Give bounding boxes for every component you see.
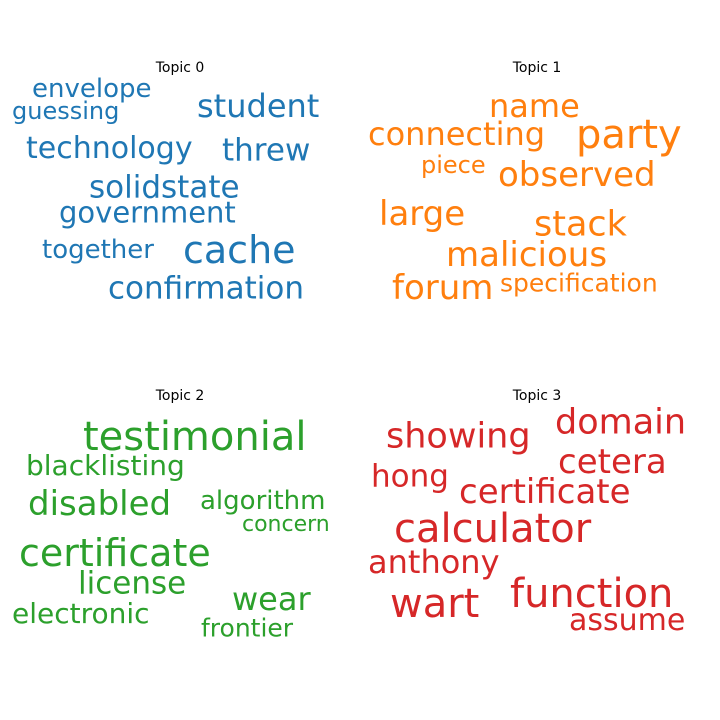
topic-title: Topic 1 xyxy=(512,60,562,76)
word-together: together xyxy=(42,235,154,265)
word-hong: hong xyxy=(371,458,449,495)
word-confirmation: confirmation xyxy=(108,270,304,307)
word-anthony: anthony xyxy=(368,543,500,581)
word-envelope: envelope xyxy=(32,74,152,104)
word-piece: piece xyxy=(421,151,486,179)
word-calculator: calculator xyxy=(394,506,592,552)
topic-title: Topic 3 xyxy=(512,388,562,404)
topic-panel-0: Topic 0 envelope guessing student techno… xyxy=(0,8,360,368)
word-party: party xyxy=(576,112,682,158)
word-frontier: frontier xyxy=(201,613,294,643)
word-connecting: connecting xyxy=(368,115,546,153)
word-assume: assume xyxy=(569,603,686,638)
word-testimonial: testimonial xyxy=(83,414,307,460)
topic-title: Topic 0 xyxy=(155,60,205,76)
word-electronic: electronic xyxy=(12,597,150,630)
topic-title: Topic 2 xyxy=(155,388,205,404)
word-guessing: guessing xyxy=(12,97,120,125)
word-solidstate: solidstate xyxy=(89,169,240,206)
topic-panel-3: Topic 3 showing domain hong cetera certi… xyxy=(357,336,717,696)
word-cetera: cetera xyxy=(558,442,667,482)
topic-panel-1: Topic 1 name connecting party piece obse… xyxy=(357,8,717,368)
word-student: student xyxy=(197,87,320,125)
word-showing: showing xyxy=(386,416,531,457)
word-cache: cache xyxy=(183,228,296,272)
word-forum: forum xyxy=(392,268,494,308)
word-specification: specification xyxy=(500,268,658,298)
word-technology: technology xyxy=(26,131,193,166)
word-disabled: disabled xyxy=(28,484,172,524)
word-concern: concern xyxy=(242,512,330,537)
word-name: name xyxy=(489,87,580,125)
word-function: function xyxy=(510,571,674,617)
word-malicious: malicious xyxy=(446,235,608,275)
word-wart: wart xyxy=(390,581,480,627)
word-domain: domain xyxy=(555,402,687,443)
word-threw: threw xyxy=(222,132,311,169)
word-license: license xyxy=(78,565,187,602)
word-stack: stack xyxy=(534,204,627,245)
word-certificate: certificate xyxy=(459,472,631,512)
word-large: large xyxy=(379,194,466,234)
word-observed: observed xyxy=(498,155,656,195)
word-algorithm: algorithm xyxy=(200,486,326,516)
topic-panel-2: Topic 2 testimonial blacklisting disable… xyxy=(0,336,360,696)
word-government: government xyxy=(59,195,236,230)
word-wear: wear xyxy=(232,580,311,618)
word-blacklisting: blacklisting xyxy=(26,449,185,482)
word-certificate: certificate xyxy=(19,531,211,575)
